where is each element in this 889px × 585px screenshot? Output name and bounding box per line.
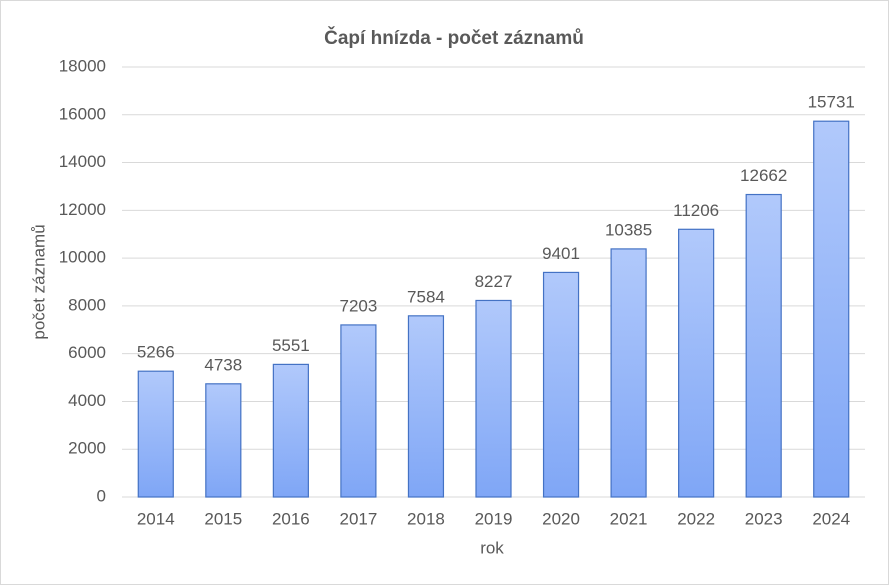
bar	[610, 248, 647, 498]
x-tick-label: 2016	[272, 509, 310, 528]
data-label: 4738	[204, 355, 242, 374]
data-label: 7584	[407, 287, 445, 306]
y-tick-label: 12000	[59, 200, 106, 219]
bar	[745, 193, 782, 498]
x-tick-label: 2020	[542, 509, 580, 528]
bar	[340, 324, 377, 498]
data-label: 10385	[605, 220, 652, 239]
x-axis-label: rok	[480, 538, 504, 557]
bar	[137, 370, 174, 498]
bar	[407, 315, 445, 498]
x-tick-label: 2015	[204, 509, 242, 528]
data-label: 8227	[475, 272, 513, 291]
data-label: 7203	[339, 296, 377, 315]
data-label: 5551	[272, 336, 310, 355]
x-tick-label: 2017	[339, 509, 377, 528]
chart-title: Čapí hnízda - počet záznamů	[324, 27, 584, 49]
data-label: 12662	[740, 166, 787, 185]
x-tick-label: 2024	[812, 509, 850, 528]
y-tick-label: 2000	[68, 439, 106, 458]
y-tick-label: 10000	[59, 248, 106, 267]
y-tick-label: 8000	[68, 295, 106, 314]
y-tick-label: 18000	[59, 56, 106, 75]
data-label: 9401	[542, 244, 580, 263]
data-label: 5266	[137, 343, 175, 362]
x-tick-label: 2018	[407, 509, 445, 528]
data-label: 15731	[808, 93, 855, 112]
bar	[205, 383, 242, 498]
y-axis-label: počet záznamů	[29, 224, 48, 339]
y-tick-label: 6000	[68, 343, 106, 362]
x-tick-label: 2022	[677, 509, 715, 528]
x-tick-label: 2023	[745, 509, 783, 528]
x-tick-label: 2019	[475, 509, 513, 528]
bar	[678, 228, 715, 498]
x-tick-label: 2014	[137, 509, 175, 528]
y-tick-label: 16000	[59, 104, 106, 123]
y-tick-label: 4000	[68, 391, 106, 410]
x-tick-label: 2021	[610, 509, 648, 528]
bar	[475, 299, 512, 498]
data-label: 11206	[673, 201, 719, 220]
y-tick-label: 0	[97, 486, 106, 505]
y-tick-label: 14000	[59, 152, 106, 171]
bar	[542, 271, 580, 498]
bar	[813, 120, 850, 498]
bar	[272, 363, 309, 498]
